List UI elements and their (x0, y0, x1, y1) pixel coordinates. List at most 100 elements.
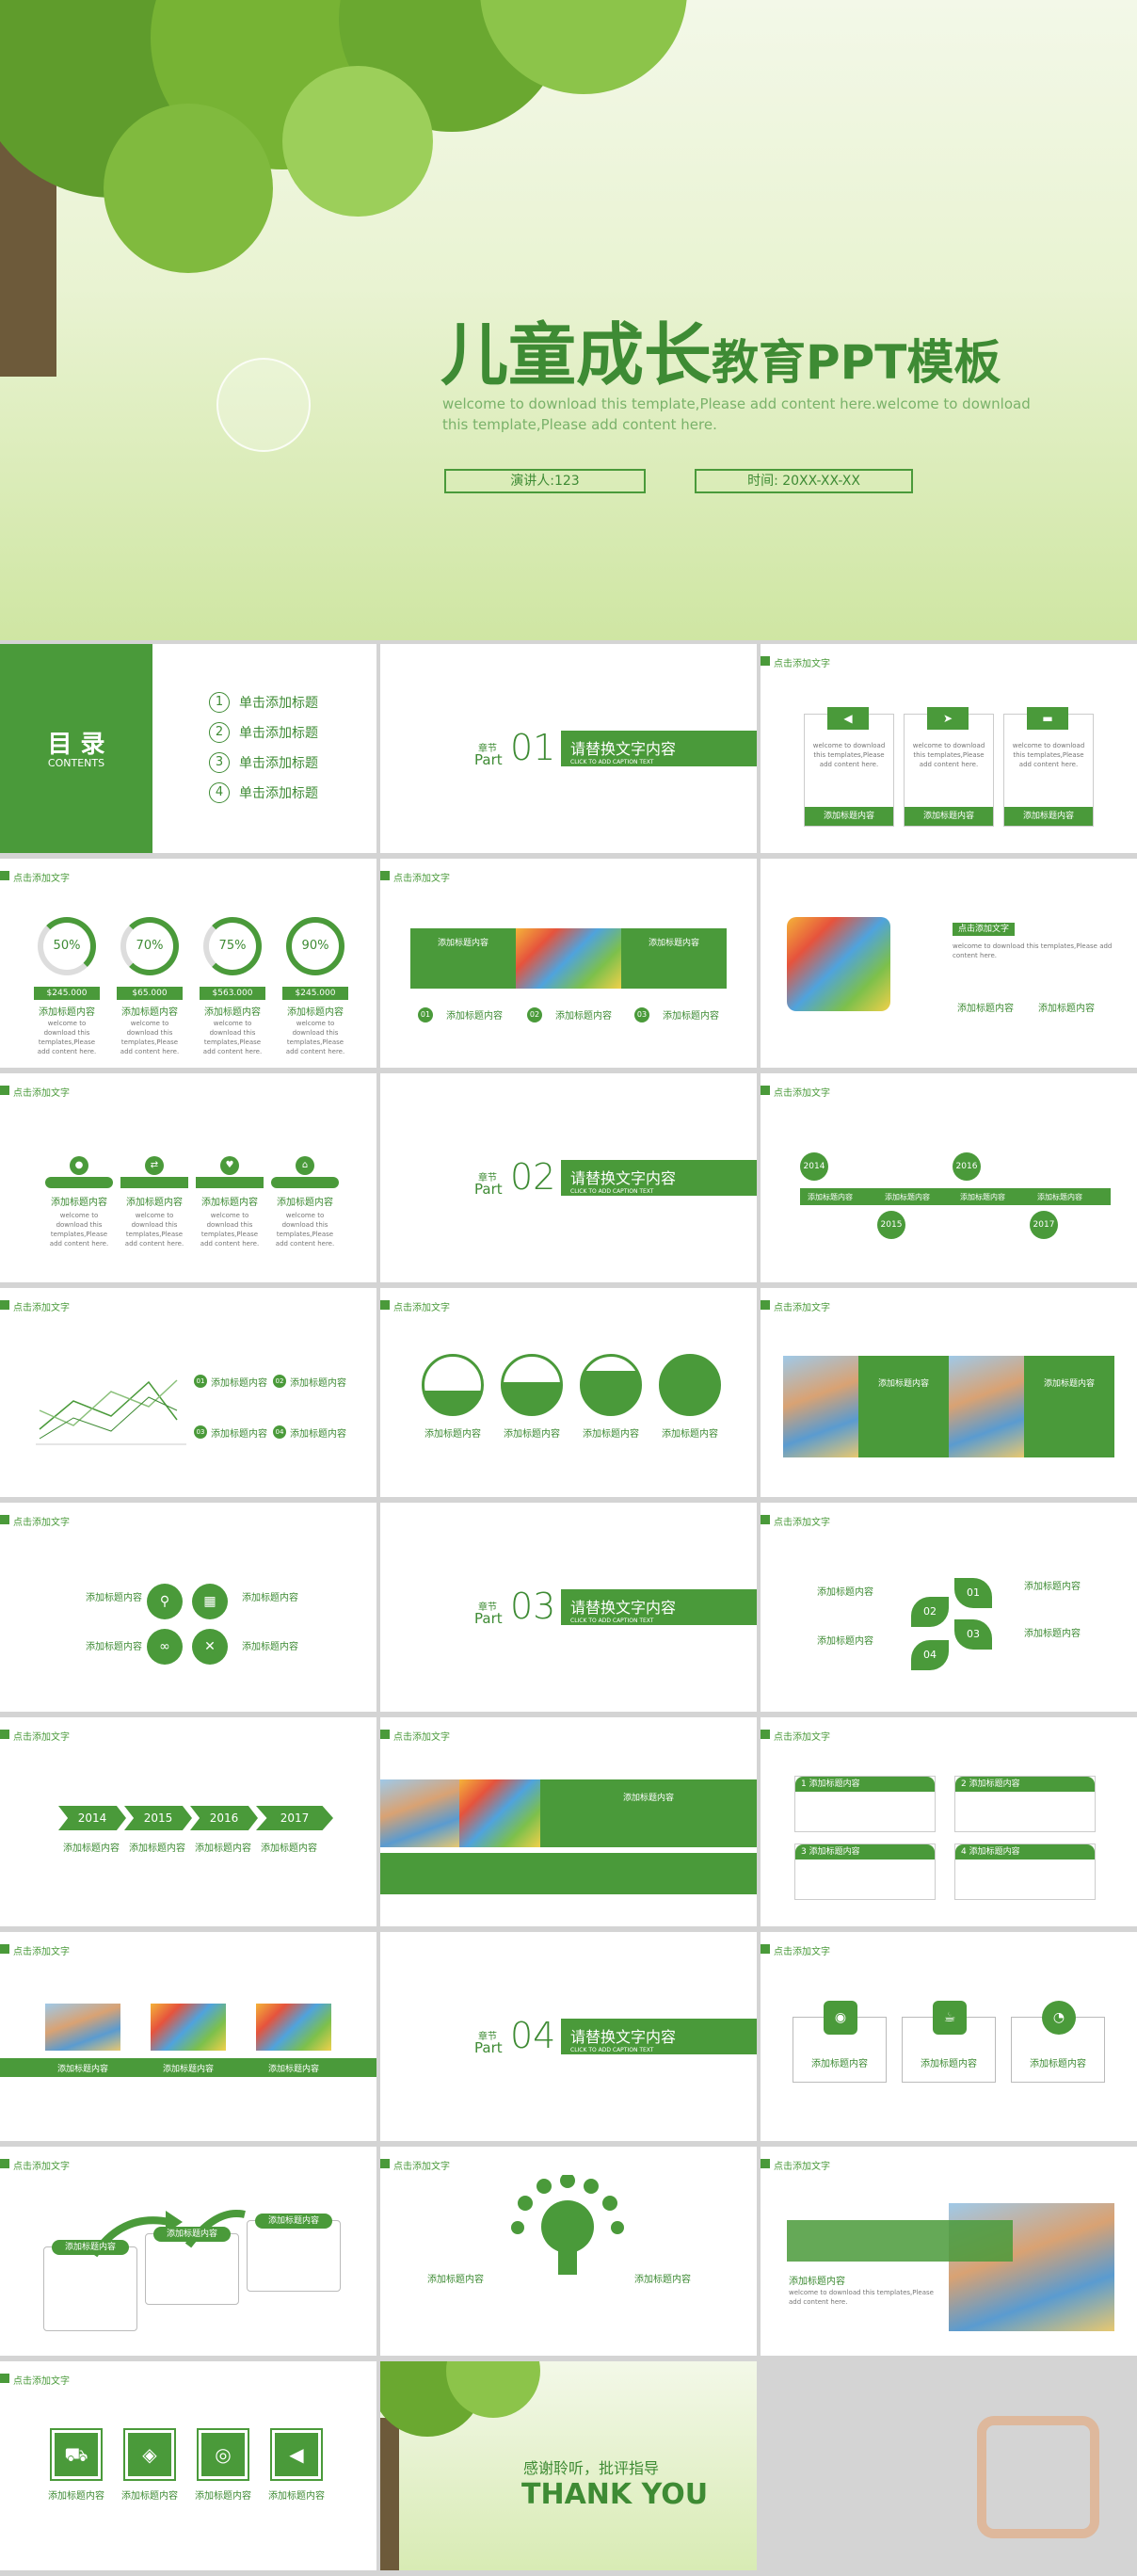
arrow-heading: 添加标题内容 (63, 1843, 120, 1854)
card-body: welcome to download this templates,Pleas… (1012, 742, 1085, 768)
photo-strip-slide: 点击添加文字 添加标题内容 添加标题内容 (761, 1288, 1137, 1497)
part-title-bar: 请替换文字内容 CLICK TO ADD CAPTION TEXT (561, 2019, 757, 2054)
flow-card: 添加标题内容 (247, 2214, 341, 2292)
card-head: 2 添加标题内容 (955, 1777, 1095, 1792)
circle-heading: 添加标题内容 (424, 1429, 481, 1440)
chart-note: 03 添加标题内容 (194, 1425, 269, 1440)
progress-amount: $245.000 (282, 987, 348, 1000)
icon-heading: 添加标题内容 (268, 2491, 325, 2502)
circle-heading: 添加标题内容 (504, 1429, 560, 1440)
progress-heading: 添加标题内容 (39, 1007, 95, 1018)
step-body: welcome to download this templates,Pleas… (200, 1212, 260, 1248)
part-04-slide: 章节 Part 04 请替换文字内容 CLICK TO ADD CAPTION … (380, 1932, 757, 2141)
leaf-heading: 添加标题内容 (817, 1636, 873, 1647)
slide-tag: 点击添加文字 (380, 1729, 450, 1743)
toc-item[interactable]: 2 单击添加标题 (209, 717, 318, 748)
icon-box: ☕ 添加标题内容 (902, 2001, 996, 2083)
idea-heading: 添加标题内容 (427, 2275, 484, 2285)
point-number: 03 (634, 1007, 649, 1022)
fill-circles-slide: 点击添加文字 添加标题内容 添加标题内容 添加标题内容 添加标题内容 (380, 1288, 757, 1497)
camera-icon: ◉ (824, 2001, 857, 2035)
toc-item[interactable]: 1 单击添加标题 (209, 687, 318, 717)
part-title: 请替换文字内容 (570, 740, 677, 758)
slide-tag: 点击添加文字 (0, 1299, 70, 1313)
part-label-en: Part (474, 1610, 503, 1627)
shuffle-icon: ⇄ (145, 1156, 164, 1175)
series-line (39, 1396, 178, 1440)
arrow-timeline-slide: 点击添加文字 2014 2015 2016 2017 添加标题内容 添加标题内容… (0, 1717, 376, 1926)
slide-tag: 点击添加文字 (380, 870, 450, 884)
point-heading: 添加标题内容 (446, 1011, 503, 1022)
note-number: 04 (273, 1425, 286, 1439)
part-title: 请替换文字内容 (570, 1599, 677, 1617)
progress-amount: $65.000 (117, 987, 183, 1000)
toc-item[interactable]: 4 单击添加标题 (209, 778, 318, 808)
icon-steps-slide: 点击添加文字 ● 添加标题内容 welcome to download this… (0, 1073, 376, 1282)
card-head: 1 添加标题内容 (795, 1777, 935, 1792)
flow-heading: 添加标题内容 (153, 2227, 231, 2242)
step-band (196, 1177, 264, 1188)
home-icon: ⌂ (296, 1156, 314, 1175)
card-number: 1 (801, 1779, 807, 1789)
photos-band (0, 2058, 376, 2077)
info-card: ▬ welcome to download this templates,Ple… (1003, 707, 1094, 827)
toc-item[interactable]: 3 单击添加标题 (209, 748, 318, 778)
thank-you-slide: 感谢聆听，批评指导 THANK YOU (380, 2361, 757, 2570)
slide-tag: 点击添加文字 (761, 655, 830, 669)
toc-number: 3 (209, 752, 230, 773)
toc-label: 单击添加标题 (239, 786, 318, 801)
pin-icon: ⚲ (147, 1584, 183, 1619)
cup-icon: ☕ (933, 2001, 967, 2035)
numbered-card: 3 添加标题内容 (794, 1843, 936, 1900)
part-subtitle: CLICK TO ADD CAPTION TEXT (570, 2047, 654, 2053)
step-body: welcome to download this templates,Pleas… (275, 1212, 335, 1248)
tag-icon: ◈ (123, 2428, 176, 2481)
folder-icon: ▬ (1027, 707, 1068, 730)
note-heading: 添加标题内容 (211, 1378, 267, 1389)
pie-chart-icon: ◔ (1042, 2001, 1076, 2035)
overlay-heading: 添加标题内容 (789, 2277, 845, 2287)
icon-heading: 添加标题内容 (48, 2491, 104, 2502)
toc-number: 4 (209, 782, 230, 803)
box-heading: 添加标题内容 (921, 2059, 977, 2069)
slide-tag: 点击添加文字 (0, 1514, 70, 1528)
part-label-en: Part (474, 751, 503, 768)
quad-heading: 添加标题内容 (86, 1593, 142, 1603)
part-label-en: Part (474, 2039, 503, 2056)
slide-tag: 点击添加文字 (0, 1729, 70, 1743)
strip-heading: 添加标题内容 (1043, 1379, 1095, 1389)
point-heading: 添加标题内容 (663, 1011, 719, 1022)
slide-tag: 点击添加文字 (380, 2158, 450, 2172)
card-heading: 添加标题内容 (905, 807, 993, 826)
photo-heading: 点击添加文字 (953, 923, 1015, 936)
slide-tag: 点击添加文字 (380, 1299, 450, 1313)
part-title: 请替换文字内容 (570, 1169, 677, 1187)
part-number: 02 (510, 1156, 556, 1198)
note-number: 03 (194, 1425, 207, 1439)
point-heading: 添加标题内容 (555, 1011, 612, 1022)
photo-heading-3: 添加标题内容 (1038, 1004, 1095, 1014)
slide-tag: 点击添加文字 (0, 2158, 70, 2172)
send-icon: ◀ (827, 707, 869, 730)
chart-note: 04 添加标题内容 (273, 1425, 348, 1440)
progress-body: welcome to download this templates,Pleas… (285, 1020, 345, 1055)
banner-left: 添加标题内容 (410, 928, 516, 989)
cover-title-sub: 教育PPT模板 (712, 335, 1001, 390)
numbered-cards-slide: 点击添加文字 1 添加标题内容 2 添加标题内容 3 添加标题内容 4 添加标题… (761, 1717, 1137, 1926)
note-number: 01 (194, 1375, 207, 1388)
part-title-bar: 请替换文字内容 CLICK TO ADD CAPTION TEXT (561, 731, 757, 766)
circle-heading: 添加标题内容 (583, 1429, 639, 1440)
arrow-heading: 添加标题内容 (195, 1843, 251, 1854)
part-label-cn: 章节 (478, 2032, 497, 2042)
cards-slide: 点击添加文字 ◀ welcome to download this templa… (761, 644, 1137, 853)
note-heading: 添加标题内容 (290, 1429, 346, 1440)
slide-tag: 点击添加文字 (761, 1085, 830, 1099)
photo-text-slide: 点击添加文字 welcome to download this template… (761, 859, 1137, 1068)
year-timeline-slide: 点击添加文字 2014 2016 2015 2017 添加标题内容 添加标题内容… (761, 1073, 1137, 1282)
megaphone-icon: ◀ (270, 2428, 323, 2481)
step-body: welcome to download this templates,Pleas… (49, 1212, 109, 1248)
card-number: 2 (961, 1779, 967, 1789)
part-label-cn: 章节 (478, 744, 497, 754)
part-title-bar: 请替换文字内容 CLICK TO ADD CAPTION TEXT (561, 1589, 757, 1625)
